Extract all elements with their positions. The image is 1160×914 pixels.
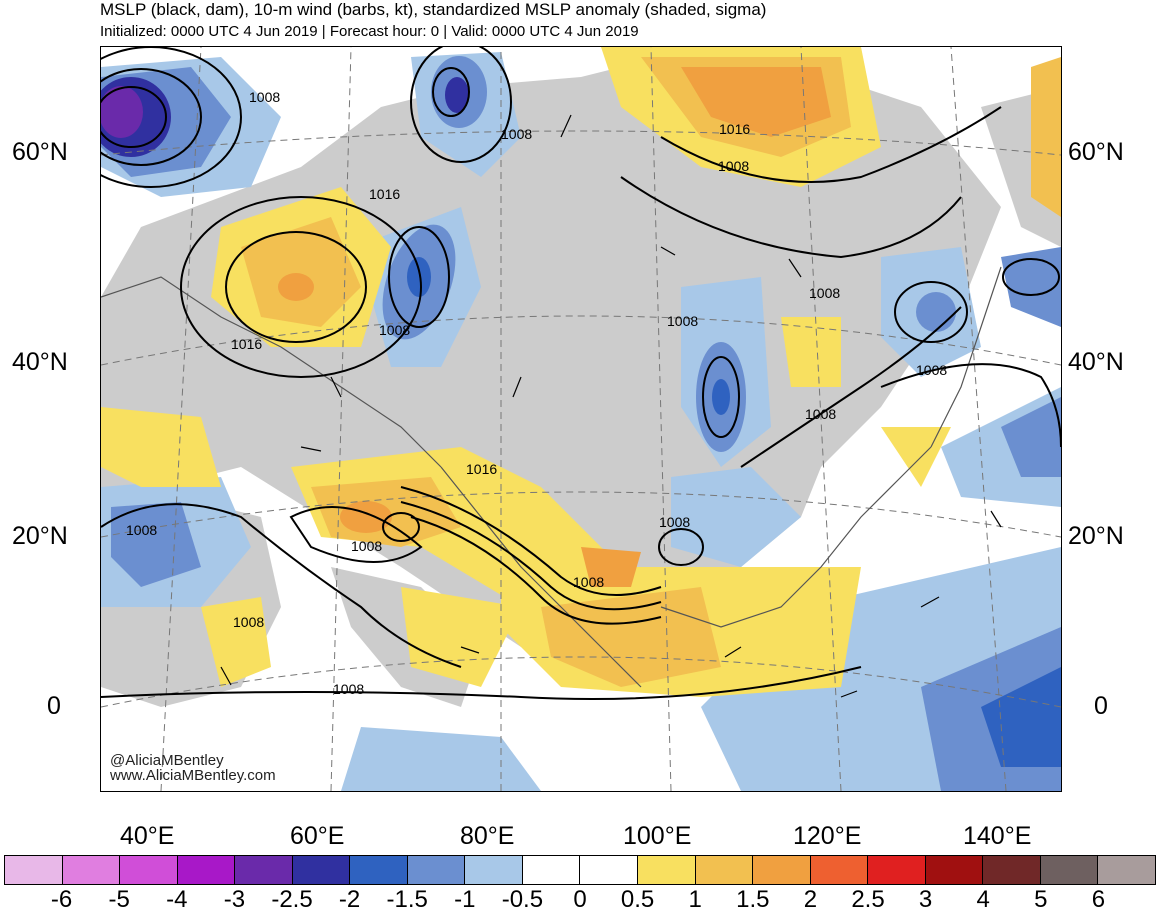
colorbar-tick-label: -6 <box>50 886 73 913</box>
colorbar-swatch <box>1040 856 1099 884</box>
lat-label-left: 20°N <box>12 522 68 550</box>
colorbar-tick-label: -2 <box>338 886 361 913</box>
colorbar-tick-label: -2.5 <box>271 886 313 913</box>
colorbar-tick-label: 2.5 <box>851 886 885 913</box>
colorbar-swatch <box>580 856 639 884</box>
colorbar-swatch <box>62 856 121 884</box>
colorbar-swatch <box>292 856 351 884</box>
colorbar-swatch <box>983 856 1041 884</box>
isobar-label: 1008 <box>718 158 749 174</box>
colorbar-swatch <box>925 856 984 884</box>
isobar-label: 1008 <box>126 522 157 538</box>
colorbar-tick-label: 2 <box>803 886 818 913</box>
lon-label: 40°E <box>120 822 175 850</box>
chart-subtitle: Initialized: 0000 UTC 4 Jun 2019 | Forec… <box>100 23 639 40</box>
lat-label-right: 0 <box>1094 692 1108 720</box>
colorbar-tick-label: 1.5 <box>736 886 770 913</box>
colorbar-tick-label: 0.5 <box>620 886 655 913</box>
isobar-label: 1008 <box>809 285 840 301</box>
isobar-label: 1008 <box>249 89 280 105</box>
credit-website: www.AliciaMBentley.com <box>110 767 276 784</box>
colorbar-tick-label: 0 <box>573 886 587 913</box>
lat-label-left: 0 <box>47 692 61 720</box>
colorbar-tick-label: -1.5 <box>386 886 428 913</box>
lat-label-left: 40°N <box>12 348 68 376</box>
colorbar-tick-label: -1 <box>454 886 476 913</box>
isobar-label: 1016 <box>719 121 750 137</box>
isobar-label: 1016 <box>231 336 262 352</box>
isobar-label: 1008 <box>916 362 947 378</box>
isobar-label: 1016 <box>369 186 400 202</box>
lon-label: 60°E <box>290 822 345 850</box>
isobar-label: 1008 <box>667 313 698 329</box>
colorbar-swatch <box>868 856 926 884</box>
colorbar-swatch <box>235 856 293 884</box>
isobar-label: 1008 <box>573 574 604 590</box>
lon-label: 100°E <box>623 822 692 850</box>
colorbar-tick-label: -4 <box>166 886 188 913</box>
colorbar <box>4 855 1156 885</box>
lon-label: 120°E <box>793 822 862 850</box>
lon-label: 140°E <box>963 822 1032 850</box>
credit-handle: @AliciaMBentley <box>110 752 224 769</box>
isobar-label: 1008 <box>805 406 836 422</box>
isobar-label: 1008 <box>233 614 264 630</box>
isobar-label: 1008 <box>351 538 382 554</box>
colorbar-tick-label: 3 <box>918 886 933 913</box>
lat-label-right: 40°N <box>1068 348 1124 376</box>
lat-label-right: 60°N <box>1068 138 1124 166</box>
colorbar-swatch <box>638 856 696 884</box>
colorbar-swatch <box>120 856 178 884</box>
isobar-label: 1008 <box>379 322 410 338</box>
colorbar-tick-label: 6 <box>1091 886 1106 913</box>
colorbar-swatch <box>1098 856 1155 884</box>
map-canvas: 1008 1008 1016 1016 1008 1008 1016 1008 … <box>101 47 1061 791</box>
map-panel: 1008 1008 1016 1016 1008 1008 1016 1008 … <box>100 46 1062 792</box>
colorbar-swatch <box>810 856 869 884</box>
chart-title: MSLP (black, dam), 10-m wind (barbs, kt)… <box>100 0 767 19</box>
colorbar-swatch <box>350 856 408 884</box>
lat-label-right: 20°N <box>1068 522 1124 550</box>
colorbar-tick-label: -0.5 <box>501 886 544 913</box>
lon-label: 80°E <box>460 822 515 850</box>
colorbar-tick-label: 1 <box>688 886 702 913</box>
isobar-label: 1008 <box>501 126 532 142</box>
colorbar-tick-label: -5 <box>108 886 130 913</box>
colorbar-swatch <box>177 856 236 884</box>
colorbar-swatch <box>5 856 63 884</box>
colorbar-tick-label: 5 <box>1034 886 1048 913</box>
isobar-label: 1016 <box>466 461 497 477</box>
isobar-label: 1008 <box>659 514 690 530</box>
colorbar-swatch <box>695 856 754 884</box>
colorbar-swatch <box>753 856 811 884</box>
lat-label-left: 60°N <box>12 138 68 166</box>
colorbar-swatch <box>407 856 466 884</box>
colorbar-tick-label: 4 <box>976 886 990 913</box>
colorbar-swatch <box>465 856 523 884</box>
colorbar-swatch <box>522 856 581 884</box>
isobar-label: 1008 <box>333 681 364 697</box>
colorbar-tick-label: -3 <box>223 886 246 913</box>
